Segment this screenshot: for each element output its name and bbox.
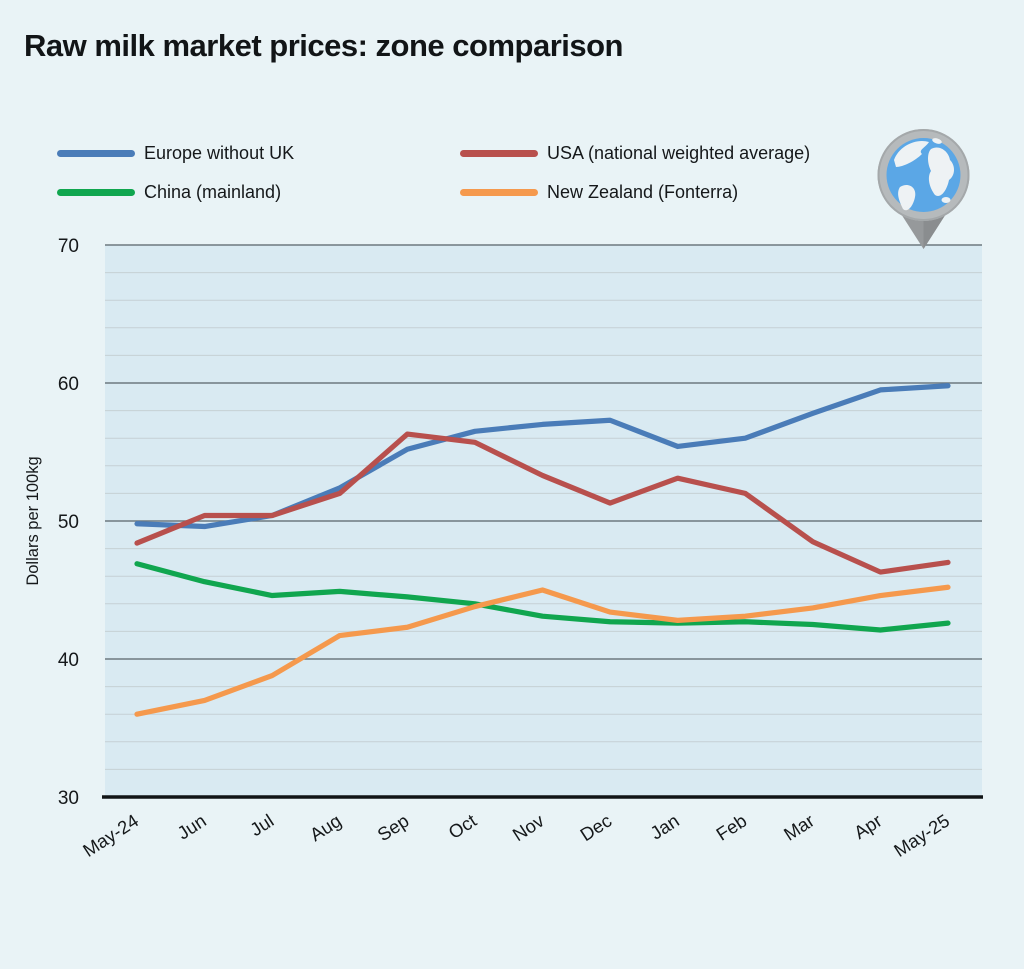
page-title: Raw milk market prices: zone comparison [24, 28, 624, 63]
x-tick-label: Jan [646, 810, 682, 844]
y-tick-label: 50 [58, 512, 79, 533]
x-tick-label: Aug [306, 810, 345, 846]
x-tick-label: Mar [780, 810, 818, 845]
x-tick-label: Oct [445, 810, 481, 843]
legend-label-europe: Europe without UK [144, 142, 295, 163]
x-tick-label: Dec [576, 810, 615, 846]
series-line-new-zealand-fonterra [134, 584, 951, 717]
y-tick-label: 40 [58, 650, 79, 671]
series-line-usa-national-weighted-average [134, 431, 951, 575]
legend-item-nz: New Zealand (Fonterra) [460, 182, 738, 202]
legend-swatch-china [57, 188, 135, 196]
x-tick-label: May-25 [890, 810, 953, 861]
legend-label-nz: New Zealand (Fonterra) [547, 181, 739, 202]
x-tick-label: Jul [246, 810, 277, 840]
legend-label-usa: USA (national weighted average) [547, 142, 811, 163]
x-tick-label: Nov [509, 809, 549, 845]
y-axis-title: Dollars per 100kg [24, 456, 42, 585]
legend-item-china: China (mainland) [57, 182, 281, 202]
legend-item-usa: USA (national weighted average) [460, 143, 810, 163]
legend-item-europe: Europe without UK [57, 143, 294, 163]
x-tick-label: Sep [373, 810, 412, 846]
legend-swatch-nz [460, 188, 538, 196]
x-tick-label: Jun [173, 810, 209, 844]
y-tick-label: 60 [58, 374, 79, 395]
y-tick-label: 70 [58, 236, 79, 257]
x-tick-label: Feb [712, 810, 750, 845]
series-line-china-mainland [134, 561, 951, 633]
legend-label-china: China (mainland) [144, 181, 282, 202]
legend-swatch-europe [57, 149, 135, 157]
legend-swatch-usa [460, 149, 538, 157]
y-tick-label: 30 [58, 788, 79, 809]
globe-map-pin-icon [877, 129, 970, 249]
x-tick-label: Apr [850, 810, 886, 843]
x-tick-label: May-24 [79, 810, 142, 861]
